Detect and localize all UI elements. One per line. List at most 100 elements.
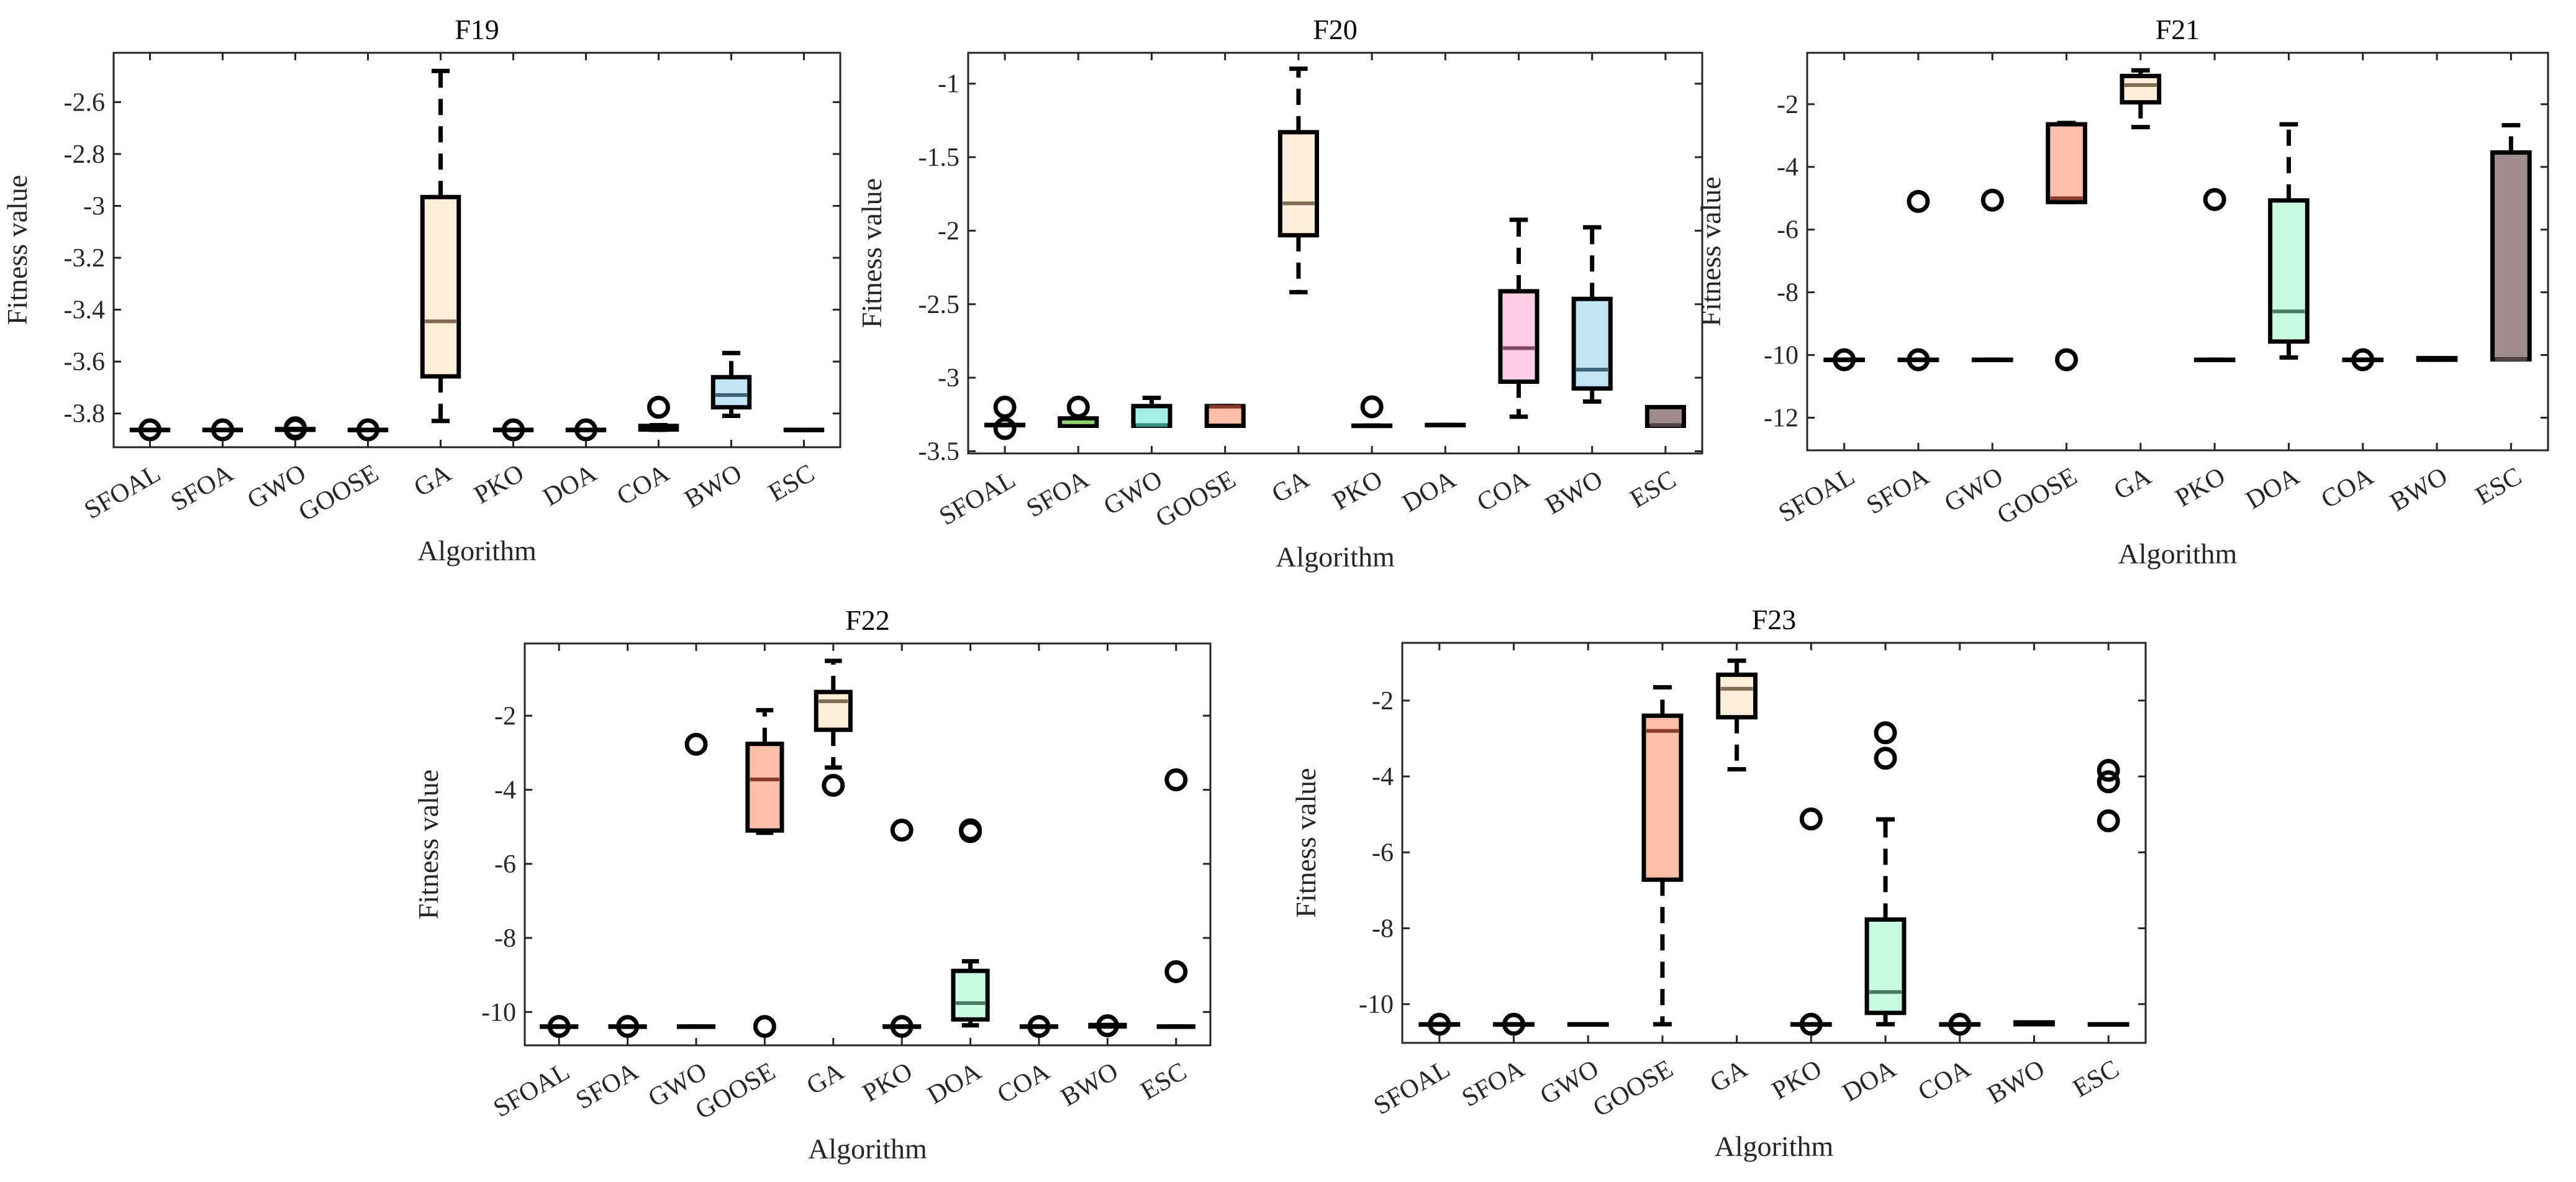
box-doa [951,818,990,1028]
box-body [2490,150,2532,362]
box-gwo [274,416,316,441]
y-tick-label: -10 [1359,991,1394,1019]
box-ga [420,68,461,424]
outlier-point [993,395,1017,419]
outlier-point [2055,348,2079,371]
outlier-point [574,418,597,442]
x-tick-label: PKO [1767,1055,1827,1106]
x-tick-label: DOA [538,458,602,512]
chart-title: F23 [1752,604,1797,635]
outlier-point [890,1015,914,1039]
y-tick-label: -6 [1777,216,1798,245]
box-body [814,689,853,732]
x-tick-label: SFOA [1862,461,1934,520]
x-axis-label: Algorithm [1276,541,1395,573]
box-esc [2490,123,2532,362]
x-tick-label: BWO [1983,1055,2050,1110]
box-body [1641,713,1684,882]
y-tick-label: -8 [494,924,516,953]
x-tick-label: COA [1913,1054,1975,1107]
x-tick-label: GOOSE [294,459,383,527]
y-tick-label: -8 [1777,279,1798,307]
x-tick-label: BWO [680,459,747,514]
x-tick-label: GA [2109,461,2156,506]
chart-title: F21 [2156,14,2200,45]
x-tick-label: GOOSE [1589,1055,1678,1123]
outlier-point [1907,189,1930,213]
axes-frame [1401,642,2147,1044]
outlier-point [547,1015,571,1039]
outlier-point [1799,1012,1823,1036]
box-esc [2087,758,2129,1027]
box-goose [1204,404,1246,429]
outlier-point [753,1015,776,1039]
y-tick-label: -3.6 [64,348,106,376]
box-body [745,742,784,833]
box-coa [638,396,679,432]
box-sfoa [202,418,243,442]
box-body [1571,296,1613,391]
outlier-point [959,820,982,843]
box-body [2120,73,2162,105]
box-body [2268,198,2310,344]
box-body [1498,289,1540,384]
box-body [1644,404,1686,429]
x-tick-label: SFOAL [1369,1055,1455,1121]
x-tick-label: ESC [764,459,820,507]
box-doa [565,418,607,442]
box-sfoa [1058,395,1099,429]
box-bwo [710,350,752,418]
box-pko [492,418,534,442]
y-axis-label: Fitness value [412,770,444,919]
outlier-point [2097,770,2120,794]
y-tick-label: -4 [494,776,516,805]
box-coa [2342,348,2384,371]
y-tick-label: -3.8 [64,400,106,429]
box-sfoa [608,1015,647,1039]
outlier-point [1799,807,1823,831]
y-tick-label: -1 [938,70,959,99]
box-gwo [1131,396,1172,429]
axes-frame [524,642,1212,1047]
axes-frame [1806,52,2549,452]
x-tick-label: GA [409,458,456,502]
x-tick-label: COA [992,1057,1054,1109]
box-pko [2193,188,2236,363]
outlier-point [1833,348,1856,371]
x-tick-label: ESC [2068,1055,2124,1103]
outlier-point [2097,809,2120,833]
outlier-point [684,732,708,756]
box-esc [1644,404,1686,429]
x-tick-label: DOA [1397,465,1461,518]
x-tick-label: SFOA [1022,465,1094,523]
box-body [710,375,752,410]
outlier-point [356,418,379,442]
x-tick-label: SFOAL [489,1057,574,1123]
outlier-point [890,819,914,842]
x-axis-label: Algorithm [2118,538,2238,570]
y-axis-label: Fitness value [1695,176,1726,326]
x-tick-label: COA [612,458,674,511]
x-axis-label: Algorithm [1715,1130,1834,1162]
box-bwo [1571,225,1613,404]
y-tick-label: -3.2 [64,244,106,273]
y-tick-label: -10 [481,998,516,1027]
box-bwo [2013,1020,2055,1027]
x-tick-label: GA [802,1057,849,1101]
x-tick-label: GA [1705,1054,1753,1098]
outlier-point [1095,1014,1119,1037]
y-axis-label: Fitness value [856,178,887,328]
box-pko [882,819,922,1039]
x-tick-label: GOOSE [691,1057,780,1125]
x-tick-label: PKO [469,459,529,510]
outlier-point [1428,1012,1451,1036]
box-body [1716,672,1758,720]
box-sfoal [1823,348,1865,371]
y-tick-label: -2 [494,702,516,730]
x-tick-label: COA [1472,465,1535,517]
outlier-point [2203,188,2226,211]
y-tick-label: -3 [938,364,959,393]
outlier-point [284,416,307,440]
y-tick-label: -2.8 [64,140,106,169]
